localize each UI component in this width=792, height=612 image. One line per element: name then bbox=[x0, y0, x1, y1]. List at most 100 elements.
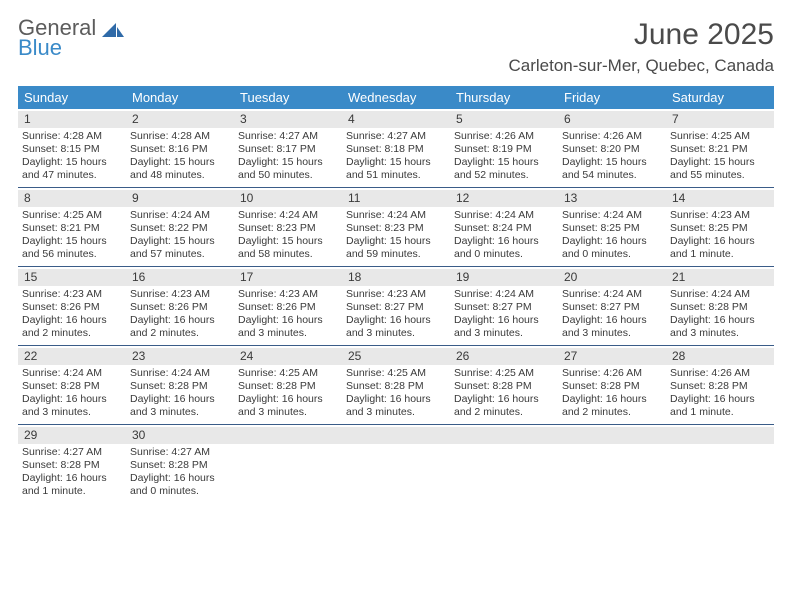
calendar-cell: 10 Sunrise: 4:24 AMSunset: 8:23 PMDayligh… bbox=[234, 188, 342, 266]
day-number: 8 bbox=[18, 190, 126, 207]
sunrise-line: Sunrise: 4:24 AM bbox=[346, 209, 446, 222]
calendar-cell: 13Sunrise: 4:24 AMSunset: 8:25 PMDayligh… bbox=[558, 188, 666, 266]
day-number: 15 bbox=[18, 269, 126, 286]
sunset-line: Sunset: 8:21 PM bbox=[22, 222, 122, 235]
sunrise-line: Sunrise: 4:24 AM bbox=[130, 209, 230, 222]
sunset-line: Sunset: 8:16 PM bbox=[130, 143, 230, 156]
daylight-line: Daylight: 15 hours and 55 minutes. bbox=[670, 156, 770, 182]
calendar-cell: 26Sunrise: 4:25 AMSunset: 8:28 PMDayligh… bbox=[450, 346, 558, 424]
day-number: 30 bbox=[126, 427, 234, 444]
daylight-line: Daylight: 15 hours and 59 minutes. bbox=[346, 235, 446, 261]
sunset-line: Sunset: 8:28 PM bbox=[670, 380, 770, 393]
sunrise-line: Sunrise: 4:23 AM bbox=[346, 288, 446, 301]
weekday-header: Sunday bbox=[18, 86, 126, 109]
day-number: 7 bbox=[666, 111, 774, 128]
day-number: 10 bbox=[234, 190, 342, 207]
sunrise-line: Sunrise: 4:24 AM bbox=[22, 367, 122, 380]
daylight-line: Daylight: 16 hours and 0 minutes. bbox=[130, 472, 230, 498]
sunset-line: Sunset: 8:28 PM bbox=[22, 459, 122, 472]
sunrise-line: Sunrise: 4:24 AM bbox=[454, 288, 554, 301]
daylight-line: Daylight: 16 hours and 3 minutes. bbox=[22, 393, 122, 419]
logo: General Blue bbox=[18, 18, 124, 58]
daylight-line: Daylight: 16 hours and 2 minutes. bbox=[130, 314, 230, 340]
sunset-line: Sunset: 8:28 PM bbox=[670, 301, 770, 314]
daylight-line: Daylight: 16 hours and 3 minutes. bbox=[238, 393, 338, 419]
daylight-line: Daylight: 15 hours and 58 minutes. bbox=[238, 235, 338, 261]
day-number: 5 bbox=[450, 111, 558, 128]
daylight-line: Daylight: 16 hours and 3 minutes. bbox=[238, 314, 338, 340]
day-number: 16 bbox=[126, 269, 234, 286]
day-number: 22 bbox=[18, 348, 126, 365]
calendar-cell: 21Sunrise: 4:24 AMSunset: 8:28 PMDayligh… bbox=[666, 267, 774, 345]
day-number: 28 bbox=[666, 348, 774, 365]
daylight-line: Daylight: 15 hours and 51 minutes. bbox=[346, 156, 446, 182]
daylight-line: Daylight: 16 hours and 1 minute. bbox=[22, 472, 122, 498]
sunset-line: Sunset: 8:22 PM bbox=[130, 222, 230, 235]
sunset-line: Sunset: 8:28 PM bbox=[130, 380, 230, 393]
sunset-line: Sunset: 8:27 PM bbox=[454, 301, 554, 314]
sunrise-line: Sunrise: 4:27 AM bbox=[238, 130, 338, 143]
calendar-cell bbox=[450, 425, 558, 503]
calendar-cell: 8Sunrise: 4:25 AMSunset: 8:21 PMDaylight… bbox=[18, 188, 126, 266]
day-number bbox=[558, 427, 666, 444]
sunset-line: Sunset: 8:25 PM bbox=[562, 222, 662, 235]
calendar-cell: 19Sunrise: 4:24 AMSunset: 8:27 PMDayligh… bbox=[450, 267, 558, 345]
daylight-line: Daylight: 16 hours and 1 minute. bbox=[670, 235, 770, 261]
sunrise-line: Sunrise: 4:27 AM bbox=[346, 130, 446, 143]
calendar-cell: 7 Sunrise: 4:25 AMSunset: 8:21 PMDaylight… bbox=[666, 109, 774, 187]
sunrise-line: Sunrise: 4:25 AM bbox=[454, 367, 554, 380]
sunrise-line: Sunrise: 4:25 AM bbox=[22, 209, 122, 222]
sunset-line: Sunset: 8:28 PM bbox=[562, 380, 662, 393]
day-number: 19 bbox=[450, 269, 558, 286]
sunset-line: Sunset: 8:28 PM bbox=[22, 380, 122, 393]
calendar-cell: 17 Sunrise: 4:23 AMSunset: 8:26 PMDayligh… bbox=[234, 267, 342, 345]
day-number: 4 bbox=[342, 111, 450, 128]
calendar-week: 22Sunrise: 4:24 AMSunset: 8:28 PMDayligh… bbox=[18, 346, 774, 425]
weekday-header: Monday bbox=[126, 86, 234, 109]
calendar-cell: 2Sunrise: 4:28 AMSunset: 8:16 PMDaylight… bbox=[126, 109, 234, 187]
location: Carleton-sur-Mer, Quebec, Canada bbox=[508, 56, 774, 76]
calendar-cell: 16Sunrise: 4:23 AMSunset: 8:26 PMDayligh… bbox=[126, 267, 234, 345]
daylight-line: Daylight: 16 hours and 0 minutes. bbox=[454, 235, 554, 261]
daylight-line: Daylight: 16 hours and 2 minutes. bbox=[454, 393, 554, 419]
daylight-line: Daylight: 16 hours and 2 minutes. bbox=[562, 393, 662, 419]
daylight-line: Daylight: 16 hours and 1 minute. bbox=[670, 393, 770, 419]
calendar-cell: 30Sunrise: 4:27 AMSunset: 8:28 PMDayligh… bbox=[126, 425, 234, 503]
weekday-header-row: SundayMondayTuesdayWednesdayThursdayFrid… bbox=[18, 86, 774, 109]
sunrise-line: Sunrise: 4:23 AM bbox=[238, 288, 338, 301]
sunrise-line: Sunrise: 4:24 AM bbox=[238, 209, 338, 222]
calendar-cell: 11Sunrise: 4:24 AMSunset: 8:23 PMDayligh… bbox=[342, 188, 450, 266]
weekday-header: Wednesday bbox=[342, 86, 450, 109]
sunset-line: Sunset: 8:21 PM bbox=[670, 143, 770, 156]
calendar-cell: 23Sunrise: 4:24 AMSunset: 8:28 PMDayligh… bbox=[126, 346, 234, 424]
sunrise-line: Sunrise: 4:24 AM bbox=[670, 288, 770, 301]
sunrise-line: Sunrise: 4:23 AM bbox=[22, 288, 122, 301]
calendar-cell: 18Sunrise: 4:23 AMSunset: 8:27 PMDayligh… bbox=[342, 267, 450, 345]
day-number: 18 bbox=[342, 269, 450, 286]
day-number: 6 bbox=[558, 111, 666, 128]
day-number: 17 bbox=[234, 269, 342, 286]
sunrise-line: Sunrise: 4:24 AM bbox=[454, 209, 554, 222]
day-number: 14 bbox=[666, 190, 774, 207]
title-block: June 2025 Carleton-sur-Mer, Quebec, Cana… bbox=[508, 18, 774, 76]
sunset-line: Sunset: 8:28 PM bbox=[346, 380, 446, 393]
calendar-week: 29Sunrise: 4:27 AMSunset: 8:28 PMDayligh… bbox=[18, 425, 774, 503]
sunrise-line: Sunrise: 4:24 AM bbox=[562, 288, 662, 301]
logo-text: General Blue bbox=[18, 18, 124, 58]
daylight-line: Daylight: 16 hours and 3 minutes. bbox=[130, 393, 230, 419]
sunset-line: Sunset: 8:23 PM bbox=[238, 222, 338, 235]
day-number: 9 bbox=[126, 190, 234, 207]
calendar-body: 1Sunrise: 4:28 AMSunset: 8:15 PMDaylight… bbox=[18, 109, 774, 503]
calendar-cell: 25Sunrise: 4:25 AMSunset: 8:28 PMDayligh… bbox=[342, 346, 450, 424]
calendar-cell: 24Sunrise: 4:25 AMSunset: 8:28 PMDayligh… bbox=[234, 346, 342, 424]
calendar-cell: 6Sunrise: 4:26 AMSunset: 8:20 PMDaylight… bbox=[558, 109, 666, 187]
sunrise-line: Sunrise: 4:28 AM bbox=[130, 130, 230, 143]
sunset-line: Sunset: 8:17 PM bbox=[238, 143, 338, 156]
sunset-line: Sunset: 8:20 PM bbox=[562, 143, 662, 156]
calendar-cell: 1Sunrise: 4:28 AMSunset: 8:15 PMDaylight… bbox=[18, 109, 126, 187]
daylight-line: Daylight: 16 hours and 2 minutes. bbox=[22, 314, 122, 340]
day-number bbox=[450, 427, 558, 444]
sunset-line: Sunset: 8:26 PM bbox=[238, 301, 338, 314]
sunrise-line: Sunrise: 4:25 AM bbox=[670, 130, 770, 143]
calendar-cell: 12Sunrise: 4:24 AMSunset: 8:24 PMDayligh… bbox=[450, 188, 558, 266]
